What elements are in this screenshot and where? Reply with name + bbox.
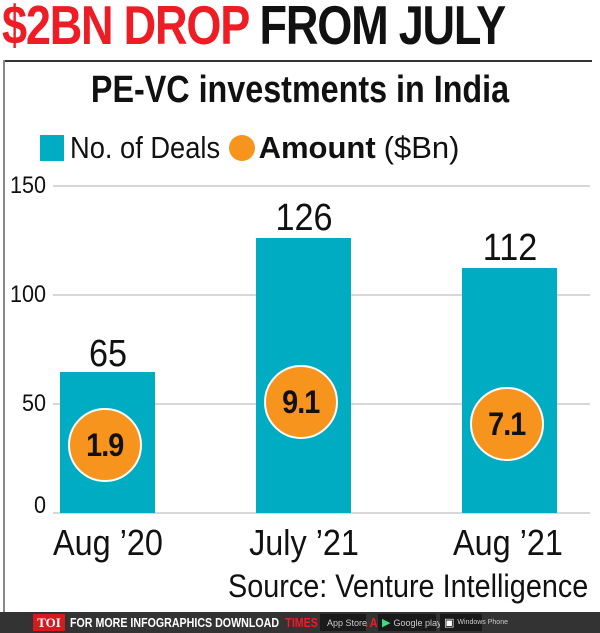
app-store-label: App Store [327,617,368,628]
x-label-aug-21: Aug ’21 [453,522,563,563]
left-border [3,60,5,612]
windows-icon: ▣ [444,617,455,629]
amount-value-aug-20: 1.9 [86,426,124,463]
headline: $2BN DROP FROM JULY [2,0,506,56]
x-label-july-21: July ’21 [249,522,359,563]
gridline-150 [53,185,590,187]
google-play-badge[interactable]: ▶ Google play [378,614,442,631]
legend: No. of Deals Amount ($Bn) [40,128,459,168]
amount-bubble-aug-20: 1.9 [68,408,142,482]
footer-banner: TOI FOR MORE INFOGRAPHICS DOWNLOAD TIMES… [0,612,600,633]
headline-black: FROM JULY [259,0,507,56]
headline-red: $2BN DROP [2,0,249,56]
bar-value-aug-20: 65 [88,333,128,375]
bar-value-aug-21: 112 [482,227,538,269]
legend-deals-label: No. of Deals [70,130,221,165]
legend-amount-label: Amount [258,130,376,165]
amount-value-july-21: 9.1 [282,383,320,420]
y-tick-50: 50 [21,390,46,417]
windows-phone-label: Windows Phone [457,619,508,626]
y-tick-100: 100 [9,281,46,308]
bar-value-july-21: 126 [275,197,333,239]
toi-logo: TOI [33,614,65,631]
amount-swatch-icon [228,135,255,161]
x-label-aug-20: Aug ’20 [53,522,163,563]
y-tick-150: 150 [9,172,46,199]
google-play-label: Google play [393,617,442,628]
source-note: Source: Venture Intelligence [227,568,588,604]
gridline-0 [53,512,590,514]
windows-phone-badge[interactable]: ▣ Windows Phone [440,614,508,631]
chart-title: PE-VC investments in India [90,69,510,111]
deals-swatch-icon [40,135,64,161]
amount-bubble-aug-21: 7.1 [470,387,544,461]
amount-value-aug-21: 7.1 [488,405,526,442]
amount-bubble-july-21: 9.1 [264,365,338,439]
footer-text: FOR MORE INFOGRAPHICS DOWNLOAD [70,615,280,630]
google-play-icon: ▶ [382,617,391,629]
top-divider [3,60,592,62]
legend-amount-unit: ($Bn) [383,130,460,165]
app-store-badge[interactable]: App Store [320,614,368,631]
y-tick-0: 0 [33,492,46,519]
